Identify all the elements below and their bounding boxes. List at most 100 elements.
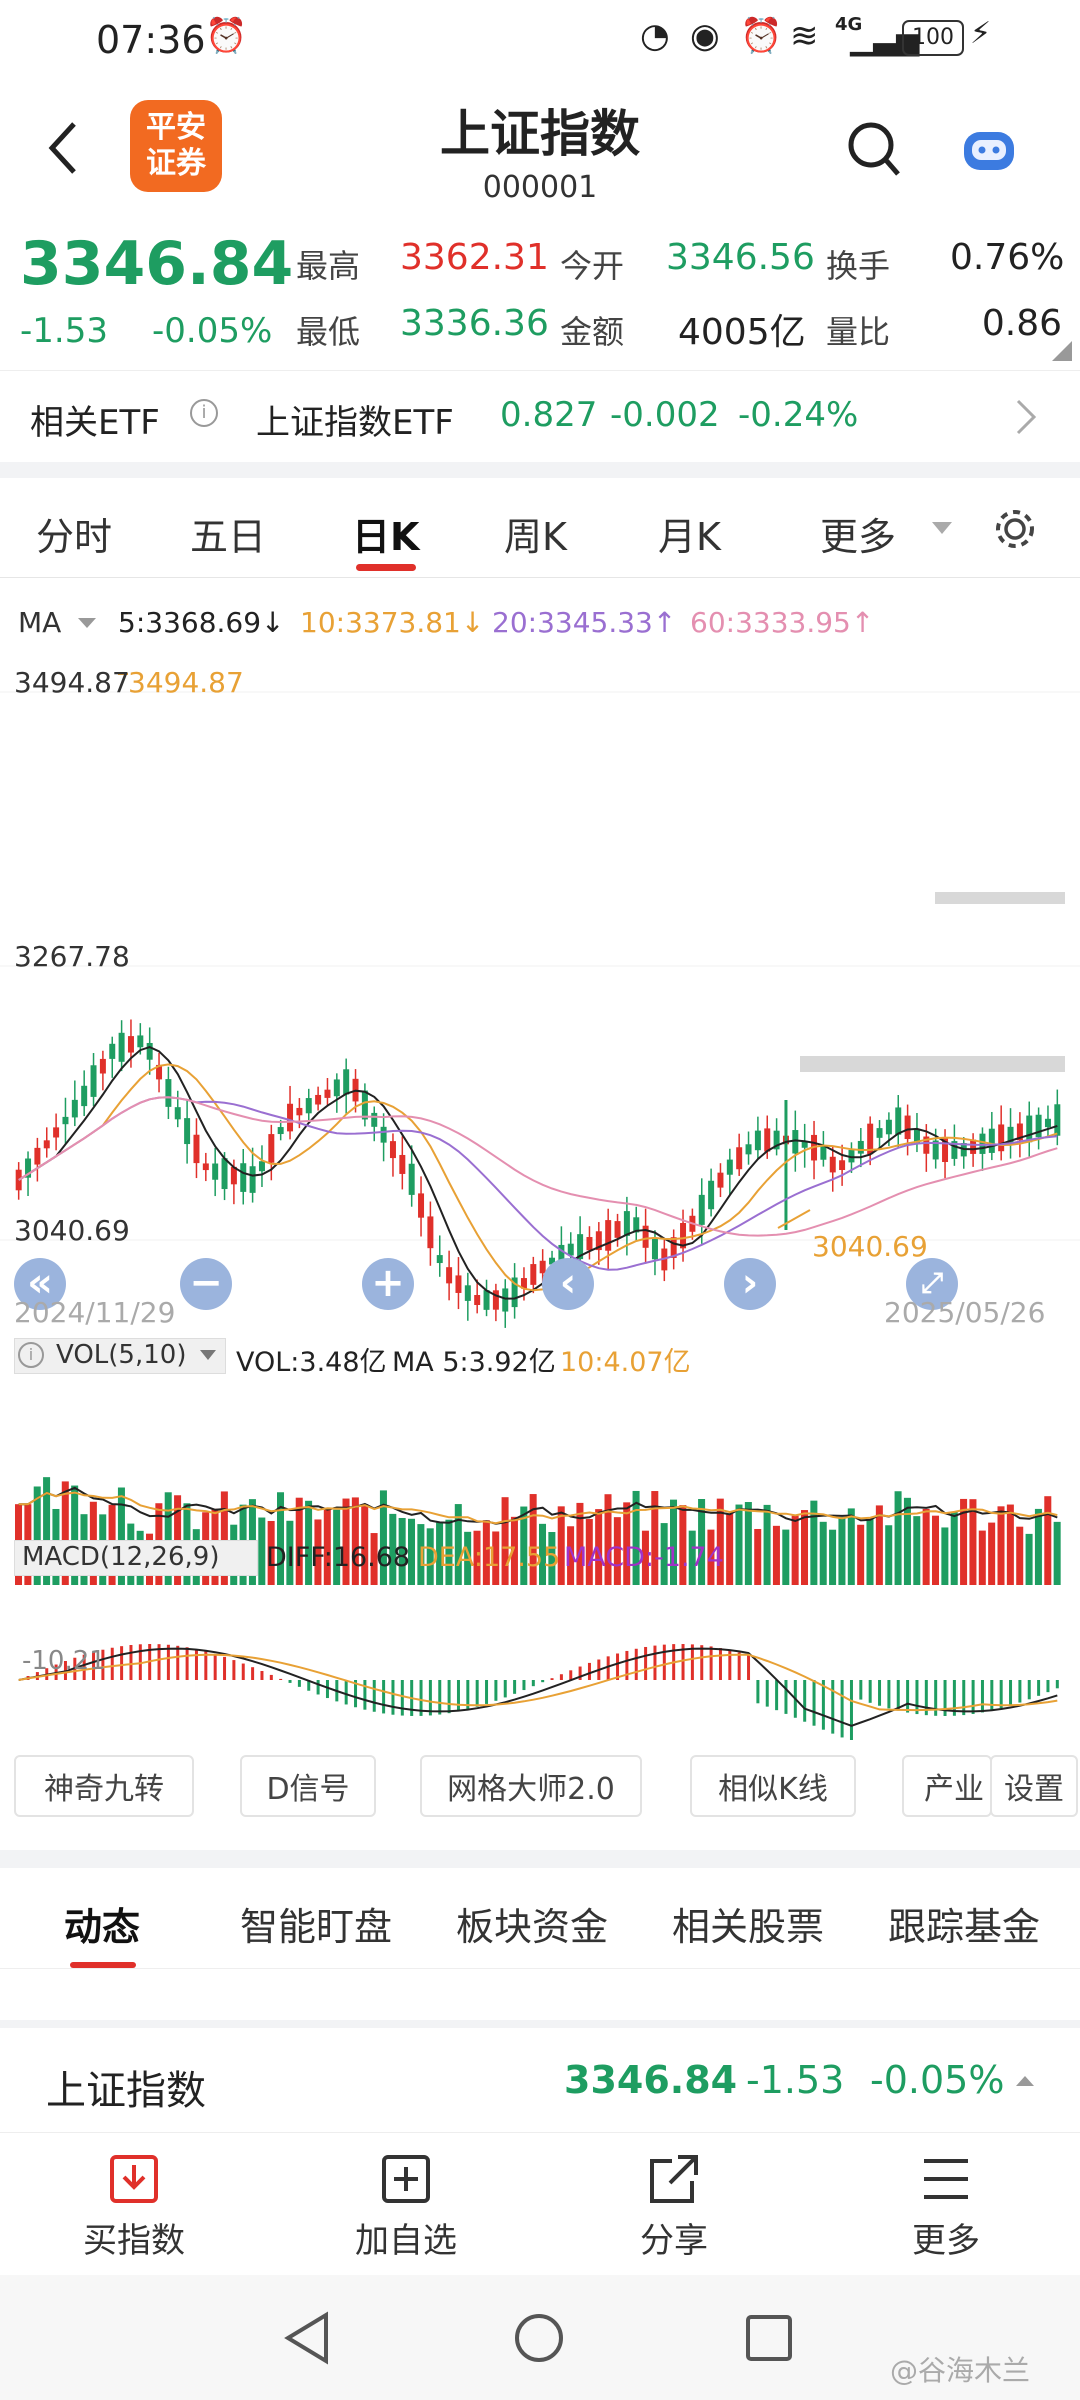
tool-d-signal[interactable]: D信号 xyxy=(240,1755,376,1817)
vol-indicator-box[interactable] xyxy=(14,1338,226,1374)
etf-change-pct: -0.24% xyxy=(738,395,859,435)
add-watchlist-button[interactable]: 加自选 xyxy=(326,2153,486,2262)
chevron-right-icon[interactable] xyxy=(1014,397,1038,437)
tab-more[interactable]: 更多 xyxy=(820,515,897,559)
candle-body xyxy=(249,1166,256,1193)
candle-body xyxy=(15,1169,22,1191)
volume-bar xyxy=(501,1497,509,1585)
charging-icon: ⚡ xyxy=(970,16,992,51)
nav-home-icon[interactable] xyxy=(512,2311,566,2365)
share-button[interactable]: 分享 xyxy=(594,2153,754,2262)
candle-body xyxy=(698,1194,705,1225)
menu-icon xyxy=(924,2159,968,2199)
candle-body xyxy=(605,1220,612,1251)
tool-grid-master[interactable]: 网格大师2.0 xyxy=(420,1755,642,1817)
tab-related-stocks[interactable]: 相关股票 xyxy=(672,1905,825,1949)
section-divider-2 xyxy=(0,1850,1080,1868)
vol-ma10: 10:4.07亿 xyxy=(560,1347,691,1378)
candle-body xyxy=(221,1158,228,1190)
nav-recents-icon[interactable] xyxy=(744,2313,794,2363)
zoom-in-button[interactable]: + xyxy=(362,1258,414,1310)
amount-value: 4005亿 xyxy=(678,312,806,353)
macd-indicator-box[interactable] xyxy=(14,1540,258,1576)
tab-weekly-k[interactable]: 周K xyxy=(504,515,567,559)
volume-bar xyxy=(286,1520,294,1585)
buy-index-button[interactable]: 买指数 xyxy=(54,2153,214,2262)
candle-body xyxy=(633,1217,640,1233)
volume-bar xyxy=(744,1502,752,1585)
candle-body xyxy=(464,1285,471,1301)
alarm-icon: ⏰ xyxy=(205,16,248,56)
volume-bar xyxy=(875,1505,883,1585)
volume-bar xyxy=(838,1517,846,1585)
candle-body xyxy=(174,1107,181,1120)
tab-five-day[interactable]: 五日 xyxy=(190,515,267,559)
candle-body xyxy=(109,1043,116,1059)
candle-body xyxy=(446,1267,453,1284)
robot-assistant-icon[interactable] xyxy=(958,124,1020,176)
volume-bar xyxy=(576,1502,584,1585)
volume-bar xyxy=(698,1499,706,1585)
tool-industry[interactable]: 产业 xyxy=(902,1755,992,1817)
dropdown-icon[interactable] xyxy=(930,520,954,536)
tab-news[interactable]: 动态 xyxy=(64,1905,141,1949)
vol-dropdown-icon[interactable] xyxy=(198,1348,218,1362)
moving-average-lines xyxy=(18,1046,1058,1300)
tab-tracking-funds[interactable]: 跟踪基金 xyxy=(888,1905,1041,1949)
ma-dropdown-icon[interactable] xyxy=(76,616,98,630)
scroll-left-fast-button[interactable]: « xyxy=(14,1258,66,1310)
index-summary-row[interactable]: 上证指数 3346.84 -1.53 -0.05% xyxy=(0,2028,1080,2130)
candle-body xyxy=(43,1140,50,1149)
volume-ma-lines xyxy=(18,1486,1058,1525)
network-type: 4G xyxy=(835,14,863,35)
fullscreen-button[interactable]: ⤢ xyxy=(906,1258,958,1310)
candle-body xyxy=(53,1127,60,1138)
logo-line1: 平安 xyxy=(146,110,206,145)
price-change-pct: -0.05% xyxy=(152,311,273,351)
tab-smart-watch[interactable]: 智能盯盘 xyxy=(240,1905,393,1949)
tab-monthly-k[interactable]: 月K xyxy=(658,515,721,559)
settings-gear-icon[interactable] xyxy=(990,504,1040,554)
scroll-right-button[interactable]: › xyxy=(724,1258,776,1310)
volume-bar xyxy=(464,1531,472,1585)
kline-chart-area[interactable]: MA 5:3368.69↓ 10:3373.81↓ 20:3345.33↑ 60… xyxy=(0,580,1080,1740)
candle-body xyxy=(614,1221,621,1238)
tool-magic-nine[interactable]: 神奇九转 xyxy=(14,1755,194,1817)
candle-body xyxy=(361,1090,368,1120)
bottom-action-bar: 买指数 加自选 分享 更多 xyxy=(0,2132,1080,2272)
tool-settings[interactable]: 设置 xyxy=(990,1755,1078,1817)
tool-similar-kline[interactable]: 相似K线 xyxy=(690,1755,856,1817)
collapse-arrow-icon[interactable] xyxy=(1014,2074,1036,2088)
index-price: 3346.84 xyxy=(564,2058,738,2102)
volume-bar xyxy=(950,1512,958,1585)
zoom-out-button[interactable]: − xyxy=(180,1258,232,1310)
volume-bar xyxy=(829,1529,837,1585)
candle-body xyxy=(127,1036,134,1053)
price-high-marker: 3494.87 xyxy=(128,666,244,699)
candle-body xyxy=(549,1257,556,1265)
high-label: 最高 xyxy=(296,247,361,285)
tab-sector-funds[interactable]: 板块资金 xyxy=(456,1905,609,1949)
nav-back-icon[interactable] xyxy=(282,2311,332,2365)
volume-bar xyxy=(370,1533,378,1585)
status-time: 07:36 xyxy=(96,18,206,62)
tab-intraday[interactable]: 分时 xyxy=(36,515,113,559)
info-icon[interactable]: i xyxy=(190,399,218,427)
scroll-left-button[interactable]: ‹ xyxy=(542,1258,594,1310)
tab-daily-k[interactable]: 日K xyxy=(352,515,420,559)
search-icon[interactable] xyxy=(846,120,902,180)
vol-info-icon[interactable]: i xyxy=(18,1342,44,1368)
expand-corner-icon[interactable] xyxy=(1052,341,1072,361)
volume-bar xyxy=(1025,1533,1033,1585)
volume-bar xyxy=(801,1510,809,1585)
volume-bar xyxy=(857,1524,865,1585)
back-icon[interactable] xyxy=(42,118,82,178)
etf-price: 0.827 xyxy=(500,395,598,435)
related-etf-row[interactable]: 相关ETF i 上证指数ETF 0.827 -0.002 -0.24% xyxy=(0,370,1080,462)
candle-body xyxy=(315,1094,322,1105)
more-button[interactable]: 更多 xyxy=(866,2153,1026,2262)
volume-bar xyxy=(932,1515,940,1585)
ma10-line xyxy=(18,1063,1058,1292)
volume-bar xyxy=(43,1477,51,1585)
candle-body xyxy=(90,1065,97,1097)
